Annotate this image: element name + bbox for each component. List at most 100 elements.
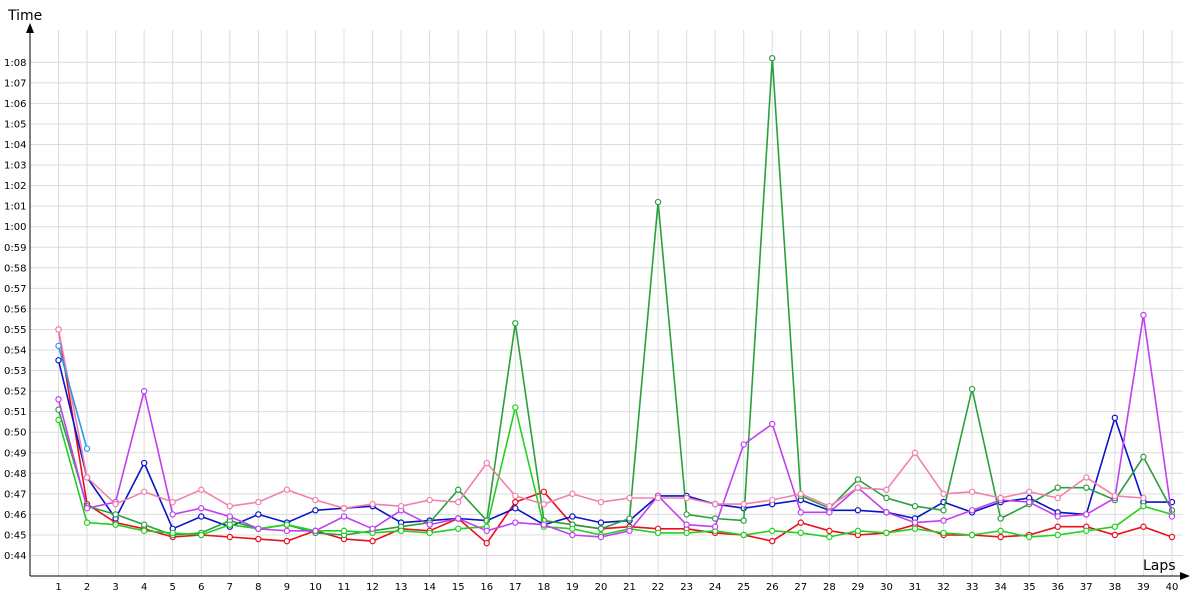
series-point <box>883 486 890 493</box>
series-point <box>1168 513 1176 520</box>
series-point <box>426 521 433 528</box>
series-point <box>826 502 833 510</box>
y-tick-label: 1:01 <box>4 202 26 213</box>
series-point <box>140 459 148 467</box>
series-point <box>654 529 662 537</box>
x-tick-label: 30 <box>880 582 893 593</box>
x-tick-label: 26 <box>766 582 779 593</box>
series-point <box>112 521 119 528</box>
x-tick-label: 36 <box>1051 582 1064 593</box>
series-point <box>597 519 605 526</box>
series-point <box>940 507 947 514</box>
series-point <box>455 515 462 522</box>
series-point <box>740 441 747 448</box>
y-tick-label: 1:07 <box>4 78 26 89</box>
y-tick-label: 0:52 <box>4 387 26 398</box>
y-axis-arrow <box>26 23 34 33</box>
series-point <box>283 537 291 545</box>
series-point <box>711 523 719 530</box>
x-axis-arrow <box>1180 572 1190 580</box>
series-point <box>1025 533 1033 541</box>
series-point <box>569 513 576 520</box>
y-tick-label: 0:44 <box>4 551 26 562</box>
x-tick-label: 22 <box>652 582 665 593</box>
series-point <box>769 537 776 545</box>
series-point <box>654 494 662 502</box>
series-point <box>369 500 376 508</box>
series-point <box>226 533 233 541</box>
series-line <box>57 360 1172 530</box>
y-tick-label: 0:59 <box>4 243 26 254</box>
series-point <box>597 498 605 506</box>
series-point <box>569 525 576 532</box>
series-point <box>169 511 176 518</box>
series-point <box>283 527 291 535</box>
x-tick-label: 19 <box>566 582 579 593</box>
series-point <box>226 502 233 510</box>
series-point <box>854 484 862 491</box>
series-point <box>997 533 1004 541</box>
series-point <box>769 496 776 504</box>
y-tick-label: 0:48 <box>4 469 26 480</box>
x-tick-label: 18 <box>537 582 550 593</box>
y-tick-label: 0:54 <box>4 346 26 357</box>
series-point <box>883 529 890 537</box>
series-point <box>1025 498 1033 506</box>
y-tick-label: 0:47 <box>4 489 26 500</box>
series-point <box>911 502 919 510</box>
series-point <box>340 527 348 535</box>
series-point <box>883 509 890 516</box>
y-tick-label: 0:51 <box>4 407 26 418</box>
y-tick-label: 0:58 <box>4 263 26 274</box>
series-point <box>455 498 462 506</box>
series-point <box>140 387 148 395</box>
x-tick-label: 35 <box>1023 582 1036 593</box>
x-tick-label: 32 <box>937 582 950 593</box>
series-point <box>1083 527 1090 535</box>
series-point <box>1054 494 1061 502</box>
grid-lines <box>30 30 1183 576</box>
series-point <box>1140 502 1147 510</box>
y-tick-label: 1:03 <box>4 161 26 172</box>
series-point <box>83 474 91 481</box>
y-tick-label: 1:04 <box>4 140 26 151</box>
series-1 <box>55 326 1176 547</box>
x-tick-label: 7 <box>227 582 233 593</box>
series-point <box>397 527 405 535</box>
x-tick-labels: 1 2 3 4 5 6 7 8 9 10 11 12 13 14 15 16 17 18 19 20 21 22 23 24 2… <box>55 582 1178 593</box>
x-tick-label: 17 <box>509 582 522 593</box>
series-point <box>140 521 148 528</box>
y-tick-label: 1:08 <box>4 58 26 69</box>
x-tick-label: 39 <box>1137 582 1150 593</box>
series-point <box>255 535 262 543</box>
series-point <box>968 507 976 514</box>
series-point <box>769 420 776 428</box>
series-point <box>169 498 176 506</box>
x-tick-label: 10 <box>309 582 322 593</box>
series-line <box>57 329 1173 545</box>
y-tick-label: 0:53 <box>4 366 26 377</box>
series-point <box>55 342 62 350</box>
series-point <box>1168 533 1176 541</box>
series-point <box>797 490 805 498</box>
series-point <box>797 509 805 516</box>
x-tick-label: 38 <box>1108 582 1121 593</box>
series-point <box>226 521 233 528</box>
x-tick-label: 31 <box>909 582 922 593</box>
series-point <box>198 513 205 520</box>
series-point <box>340 513 348 520</box>
series-point <box>55 416 62 424</box>
series-point <box>198 486 205 493</box>
y-tick-label: 0:45 <box>4 530 26 541</box>
series-3 <box>55 54 1176 539</box>
series-point <box>426 496 433 504</box>
series-7 <box>55 342 91 452</box>
series-point <box>1111 492 1119 500</box>
series-point <box>455 525 462 532</box>
series-point <box>55 326 62 333</box>
series-point <box>1054 513 1061 520</box>
series-point <box>512 498 519 506</box>
series-point <box>255 498 262 506</box>
series-line <box>57 406 1173 538</box>
